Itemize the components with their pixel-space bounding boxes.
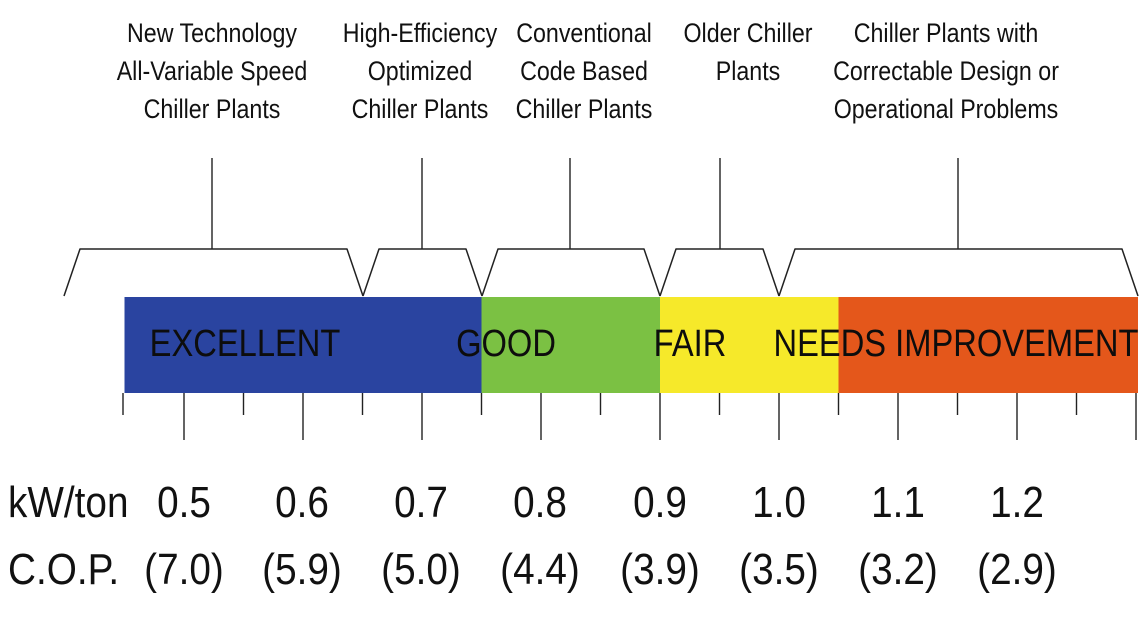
category-label-older-chiller: Older Chiller Plants bbox=[683, 18, 813, 86]
cop-value: (3.2) bbox=[858, 545, 938, 594]
kw-value: 0.9 bbox=[633, 478, 687, 527]
rating-band-good bbox=[481, 297, 660, 393]
rating-label-needs-improvement: NEEDS IMPROVEMENT bbox=[773, 323, 1139, 365]
category-bracket-conventional bbox=[481, 248, 661, 297]
category-label-high-efficiency: High-Efficiency Optimized Chiller Plants bbox=[342, 18, 498, 124]
rating-label-fair: FAIR bbox=[653, 323, 727, 365]
category-label-correctable-problems: Chiller Plants with Correctable Design o… bbox=[833, 18, 1059, 124]
kw-value: 0.5 bbox=[157, 478, 211, 527]
rating-bands bbox=[124, 297, 1138, 393]
category-bracket-high-eff bbox=[362, 248, 483, 297]
rating-band-needs-improvement bbox=[838, 297, 1138, 393]
kw-value: 1.1 bbox=[871, 478, 925, 527]
cop-value: (3.9) bbox=[620, 545, 700, 594]
category-bracket-older bbox=[659, 248, 780, 297]
cop-value: (3.5) bbox=[739, 545, 819, 594]
cop-label: C.O.P. bbox=[8, 545, 120, 594]
kw-value: 1.2 bbox=[990, 478, 1044, 527]
category-bracket-new-tech bbox=[63, 248, 364, 297]
cop-value: (5.9) bbox=[262, 545, 342, 594]
rating-band-excellent bbox=[124, 297, 482, 393]
kw-value: 0.6 bbox=[275, 478, 329, 527]
kw-per-ton-label: kW/ton bbox=[8, 478, 129, 527]
rating-label-good: GOOD bbox=[456, 323, 556, 365]
rating-label-excellent: EXCELLENT bbox=[149, 323, 341, 365]
cop-value: (2.9) bbox=[977, 545, 1057, 594]
kw-value: 0.8 bbox=[513, 478, 567, 527]
cop-value: (7.0) bbox=[144, 545, 224, 594]
category-bracket-problems bbox=[778, 248, 1139, 297]
cop-value: (5.0) bbox=[381, 545, 461, 594]
scale-ticks bbox=[122, 393, 1137, 440]
category-label-new-technology: New Technology All-Variable Speed Chille… bbox=[116, 18, 308, 124]
category-label-conventional: Conventional Code Based Chiller Plants bbox=[515, 18, 653, 124]
rating-band-fair bbox=[660, 297, 839, 393]
kw-value: 0.7 bbox=[394, 478, 448, 527]
cop-value: (4.4) bbox=[500, 545, 580, 594]
category-brackets bbox=[63, 158, 1139, 297]
kw-value: 1.0 bbox=[752, 478, 806, 527]
